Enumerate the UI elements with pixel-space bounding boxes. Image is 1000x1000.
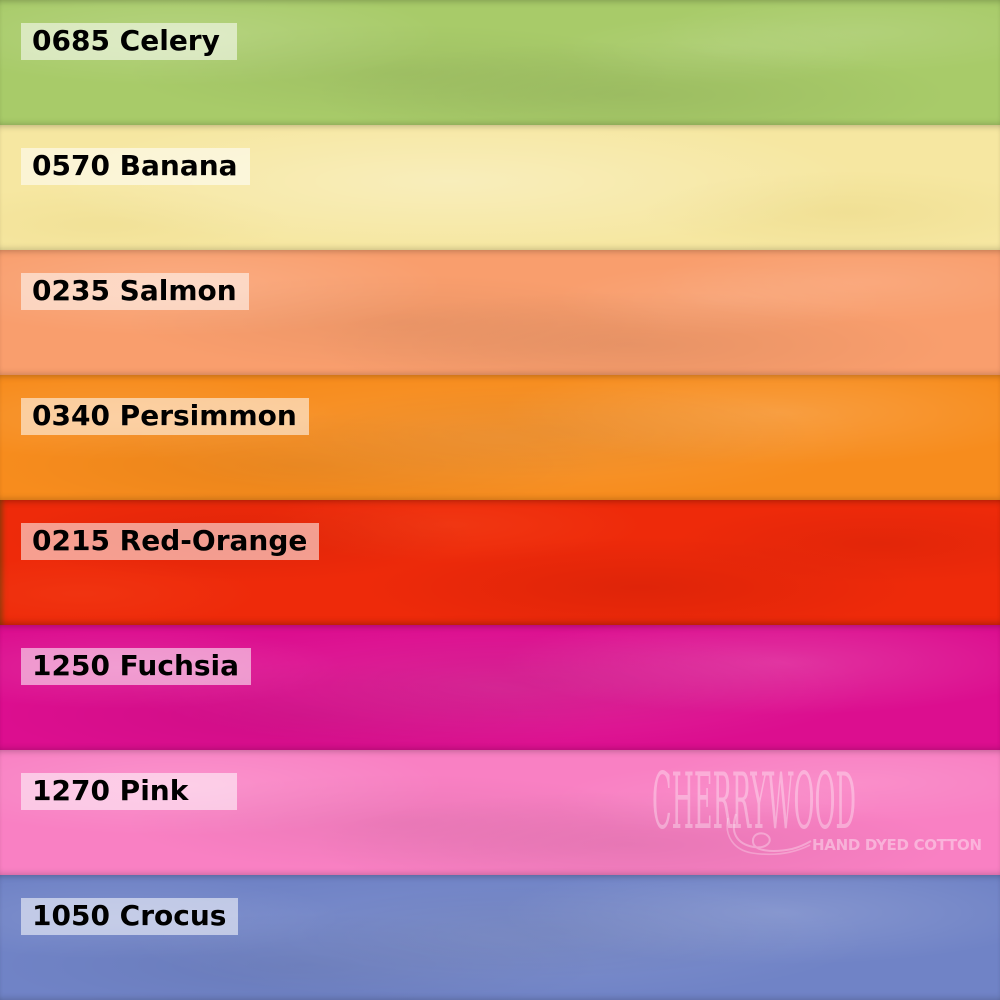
swatch-band-salmon: 0235 Salmon [0,250,1000,375]
swatch-band-celery: 0685 Celery [0,0,1000,125]
swatch-label-salmon: 0235 Salmon [21,273,249,310]
swatch-band-pink: 1270 Pink [0,750,1000,875]
swatch-band-persimmon: 0340 Persimmon [0,375,1000,500]
swatch-label-fuchsia: 1250 Fuchsia [21,648,252,685]
swatch-band-red-orange: 0215 Red-Orange [0,500,1000,625]
swatch-label-crocus: 1050 Crocus [21,898,239,935]
swatch-band-fuchsia: 1250 Fuchsia [0,625,1000,750]
swatch-label-red-orange: 0215 Red-Orange [21,523,320,560]
swatch-label-banana: 0570 Banana [21,148,250,185]
swatch-label-pink: 1270 Pink [21,773,237,810]
swatch-band-banana: 0570 Banana [0,125,1000,250]
swatch-label-persimmon: 0340 Persimmon [21,398,309,435]
swatch-band-crocus: 1050 Crocus [0,875,1000,1000]
swatch-label-celery: 0685 Celery [21,23,237,60]
